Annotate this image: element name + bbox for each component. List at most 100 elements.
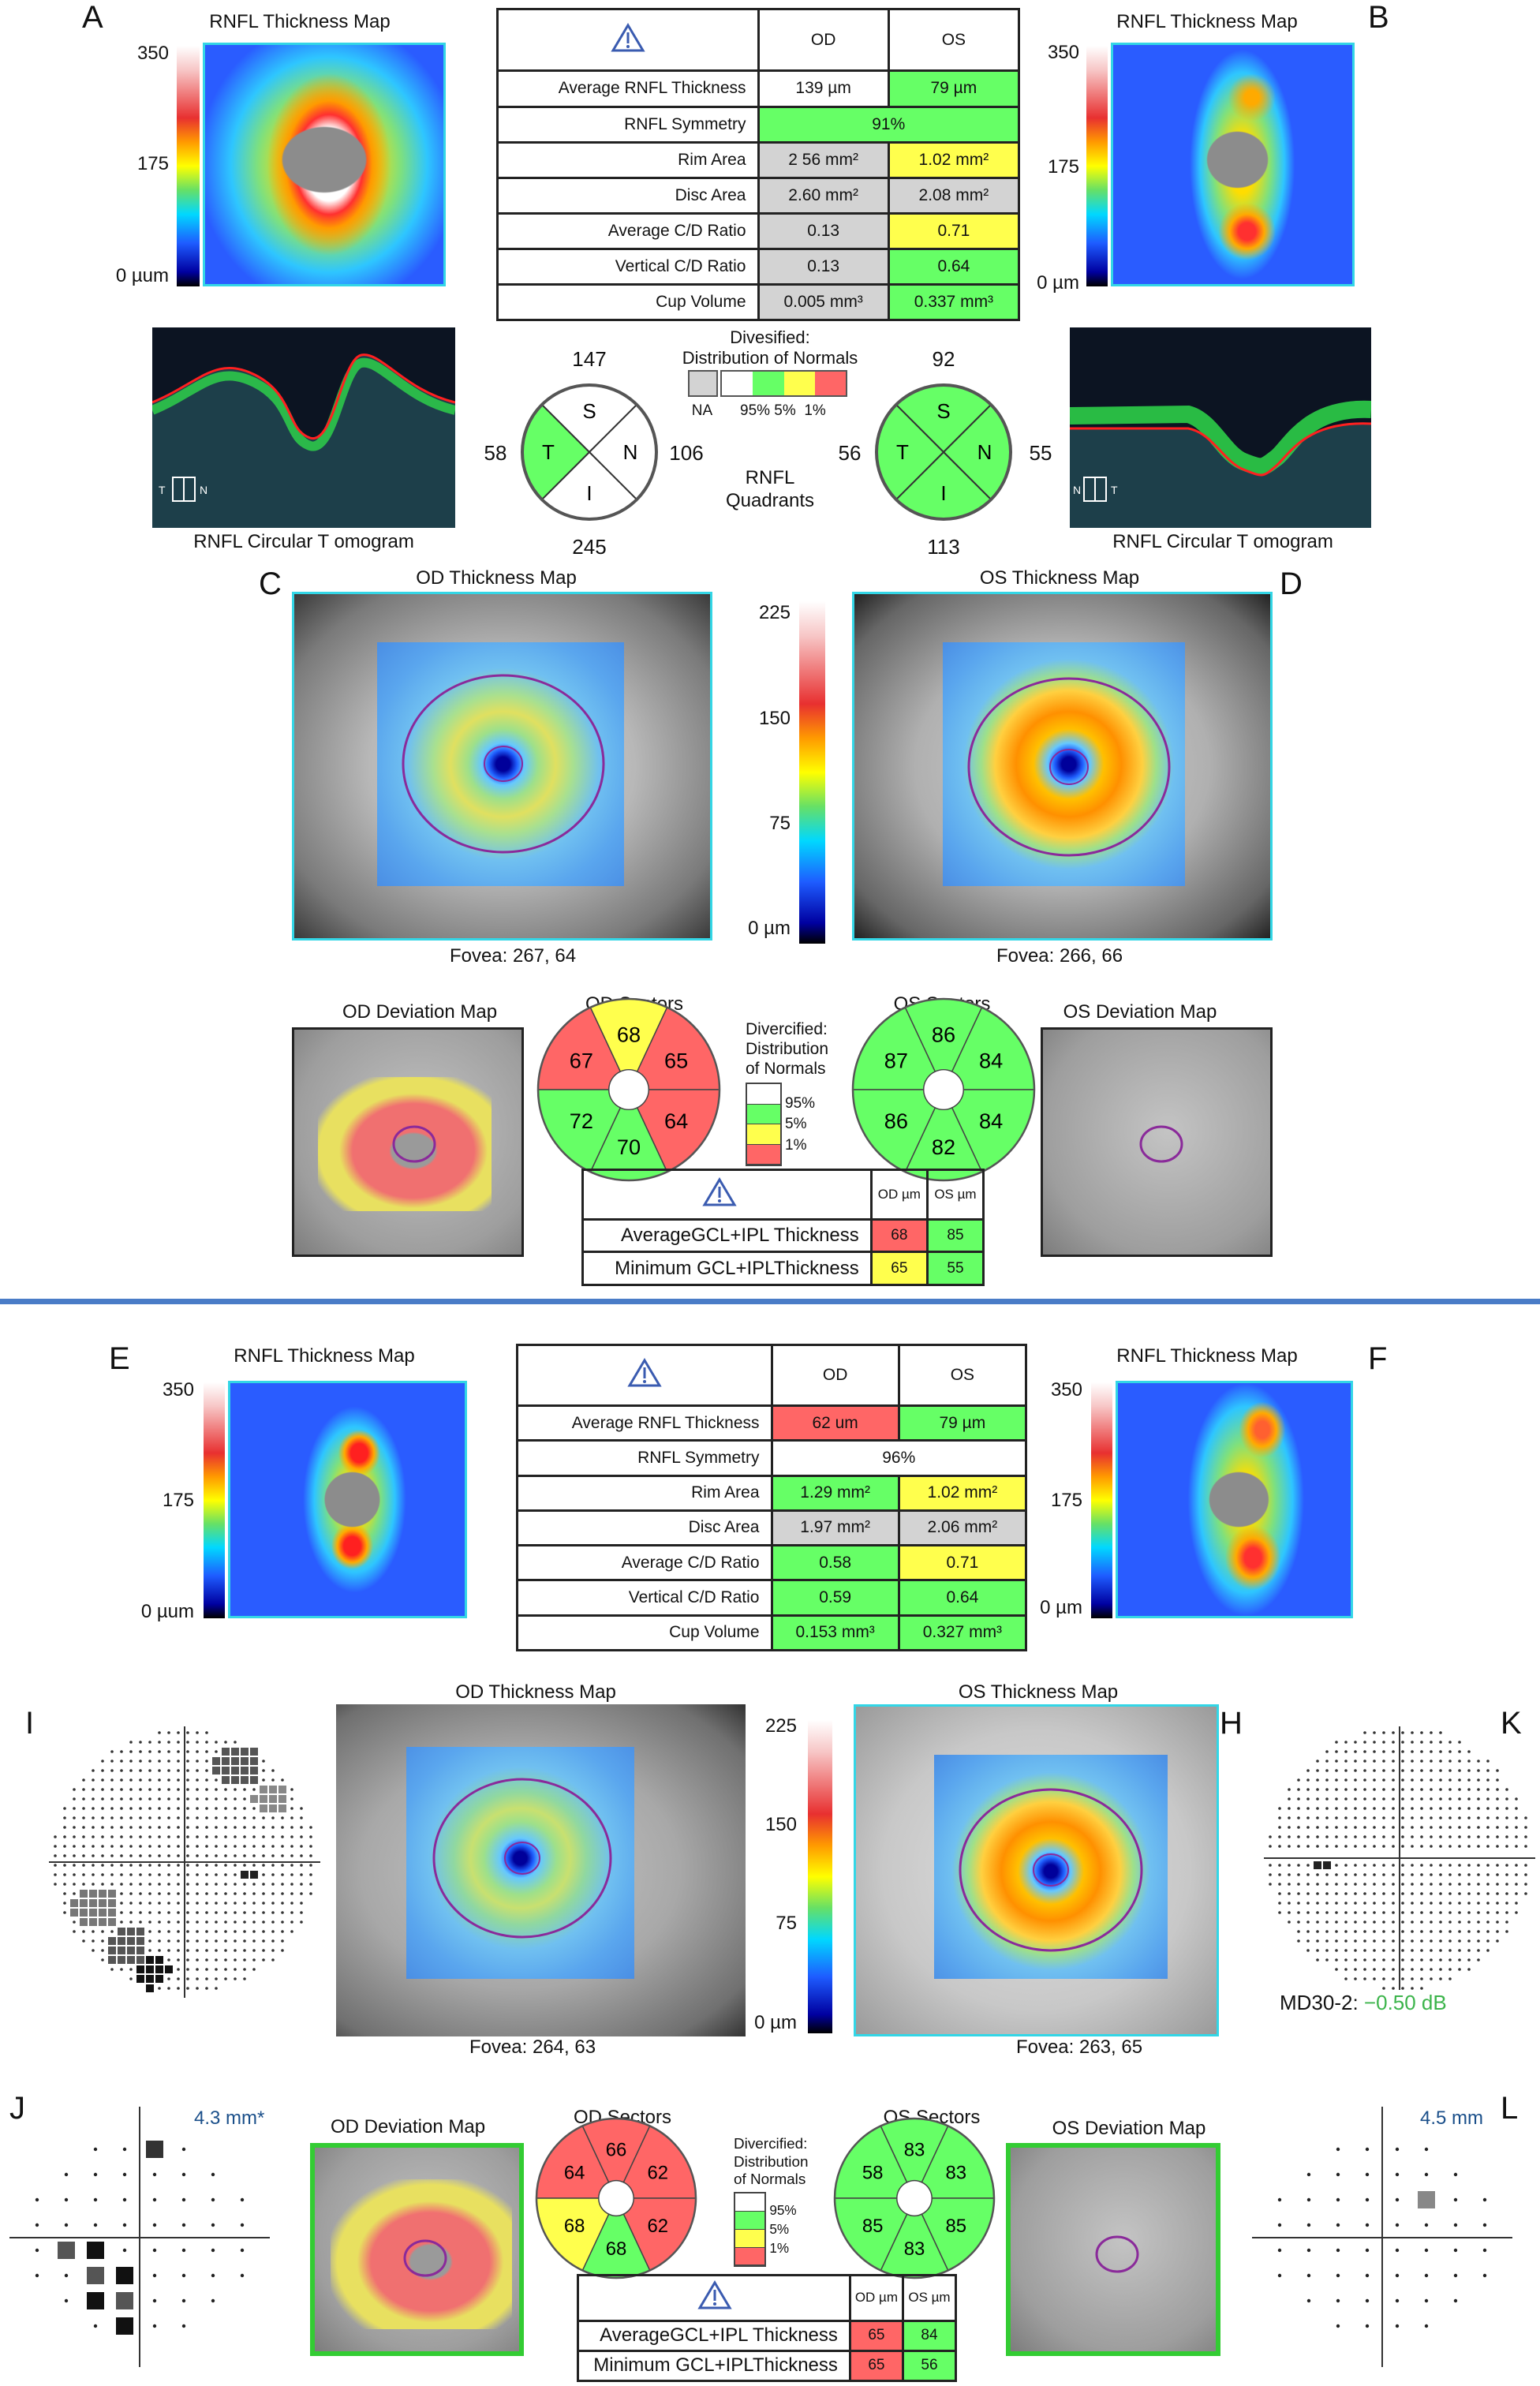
os-value: 1.02 mm² <box>887 140 1021 179</box>
row-label: Vertical C/D Ratio <box>496 247 760 286</box>
scale-75: 75 <box>776 1913 797 1934</box>
legend-swatch <box>735 2193 765 2212</box>
sector-value: 84 <box>979 1109 1003 1133</box>
table-header-row: OD OS <box>496 7 1021 73</box>
nasal-marker: N <box>1073 484 1082 496</box>
os-value: 0.64 <box>897 1579 1028 1617</box>
sector-value: 83 <box>904 2238 925 2260</box>
gcl-ipl-table-case1: OD µm OS µm AverageGCL+IPL Thickness 68 85 Mi… <box>581 1169 985 1286</box>
md-label: MD30-2: <box>1280 1991 1364 2014</box>
sector-value: 68 <box>606 2238 627 2260</box>
od-deviation-overlay <box>318 1077 492 1211</box>
legend-level: 1% <box>785 1136 807 1154</box>
os-rnfl-thickness-map <box>1111 43 1355 286</box>
od-value: 1.29 mm² <box>770 1474 900 1512</box>
sector-value: 58 <box>862 2163 884 2184</box>
od-header: OD µm <box>848 2274 904 2322</box>
scale-175: 175 <box>1047 156 1079 178</box>
os-value: 0.64 <box>887 247 1021 286</box>
scale-350: 350 <box>1050 1379 1082 1401</box>
both-eyes-value: 91% <box>757 105 1020 144</box>
os-fundus-image <box>854 1704 1219 2036</box>
quadrant-letter: I <box>940 481 946 505</box>
os-value: 85 <box>925 1217 985 1254</box>
scale-0: 0 µm <box>754 2012 797 2033</box>
od-value: 139 µm <box>757 69 890 108</box>
legend-swatch <box>735 2229 765 2248</box>
os-value: 0.337 mm³ <box>887 282 1021 322</box>
table-row: Minimum GCL+IPLThickness 65 55 <box>581 1251 985 1286</box>
scale-150: 150 <box>764 1814 797 1835</box>
scale-175: 175 <box>162 1490 194 1511</box>
panel-label-d: D <box>1280 567 1303 601</box>
od-tomogram-caption: RNFL Circular T omogram <box>193 531 414 552</box>
od-sectors-chart: 67 68 65 64 70 72 <box>536 997 721 1182</box>
scale-175: 175 <box>136 153 169 174</box>
od-fundus-image <box>292 592 712 941</box>
quadrant-letter: S <box>582 399 596 423</box>
od-value: 65 <box>848 2349 904 2383</box>
os-value: 56 <box>901 2349 958 2383</box>
od-header: OD µm <box>869 1169 929 1221</box>
od-grid-label: 4.3 mm* <box>194 2107 265 2129</box>
legend-red <box>814 372 846 395</box>
warning-triangle-icon <box>702 1177 737 1206</box>
row-label: Minimum GCL+IPLThickness <box>581 1251 873 1286</box>
os-value: 1.02 mm² <box>897 1474 1028 1512</box>
row-label: RNFL Symmetry <box>516 1439 773 1477</box>
table-row: Disc Area 2.60 mm² 2.08 mm² <box>496 176 1021 215</box>
os-fundus-image <box>852 592 1273 941</box>
md-value: −0.50 dB <box>1363 1991 1447 2014</box>
quadrant-letter: T <box>542 440 555 464</box>
quadrant-value-I: 245 <box>572 535 607 559</box>
od-visual-field-total-deviation <box>9 2107 270 2367</box>
os-value: 55 <box>925 1251 985 1286</box>
quadrant-letter: T <box>896 440 909 464</box>
sector-value: 68 <box>617 1022 641 1046</box>
warning-cell <box>496 7 760 73</box>
od-rnfl-thickness-map <box>228 1381 467 1618</box>
od-value: 62 um <box>770 1404 900 1442</box>
od-tomogram-scan <box>152 353 455 528</box>
quadrants-title-2: Quadrants <box>725 490 815 511</box>
od-deviation-map <box>310 2143 524 2356</box>
warning-cell <box>577 2274 851 2322</box>
sector-value: 85 <box>862 2216 884 2237</box>
sector-value: 64 <box>664 1109 688 1133</box>
legend-level: 1% <box>769 2240 790 2256</box>
quadrant-value-I: 113 <box>927 535 960 559</box>
os-tomogram-scan <box>1070 400 1371 528</box>
table-header-row: OD µm OS µm <box>577 2274 958 2322</box>
warning-triangle-icon <box>627 1358 662 1387</box>
nasal-marker: N <box>200 484 208 496</box>
od-header: OD <box>770 1343 900 1408</box>
legend-line: Divercified: <box>734 2136 808 2152</box>
quadrant-letter: N <box>977 440 992 464</box>
table-row: Minimum GCL+IPLThickness 65 56 <box>577 2349 958 2383</box>
od-rnfl-thickness-map <box>203 43 446 286</box>
panel-label-i: I <box>25 1706 35 1741</box>
legend-level: 95% <box>769 2203 797 2219</box>
os-rnfl-map-title: RNFL Thickness Map <box>1116 11 1298 32</box>
os-rnfl-colorbar <box>1091 1382 1112 1618</box>
panel-label-a: A <box>82 0 103 35</box>
sector-value: 86 <box>884 1109 908 1133</box>
table-row: AverageGCL+IPL Thickness 68 85 <box>581 1217 985 1254</box>
quadrant-value-S: 92 <box>932 347 955 371</box>
legend-line: of Normals <box>734 2171 806 2188</box>
os-value: 0.71 <box>887 211 1021 250</box>
panel-label-l: L <box>1501 2091 1519 2126</box>
temporal-marker: T <box>159 484 166 496</box>
scale-0: 0 µum <box>115 265 169 286</box>
os-visual-field-total-deviation <box>1252 2107 1512 2367</box>
legend-swatch <box>747 1144 780 1165</box>
od-thickness-title: OD Thickness Map <box>416 567 577 589</box>
sector-value: 85 <box>946 2216 967 2237</box>
table-row: Vertical C/D Ratio 0.13 0.64 <box>496 247 1021 286</box>
od-thickness-title: OD Thickness Map <box>455 1681 616 1703</box>
legend-level: 95% <box>785 1094 816 1112</box>
scale-0: 0 µm <box>748 918 791 939</box>
scale-225: 225 <box>758 602 791 623</box>
legend-bar <box>746 1083 782 1166</box>
od-macular-thickness-overlay <box>406 1747 634 1979</box>
